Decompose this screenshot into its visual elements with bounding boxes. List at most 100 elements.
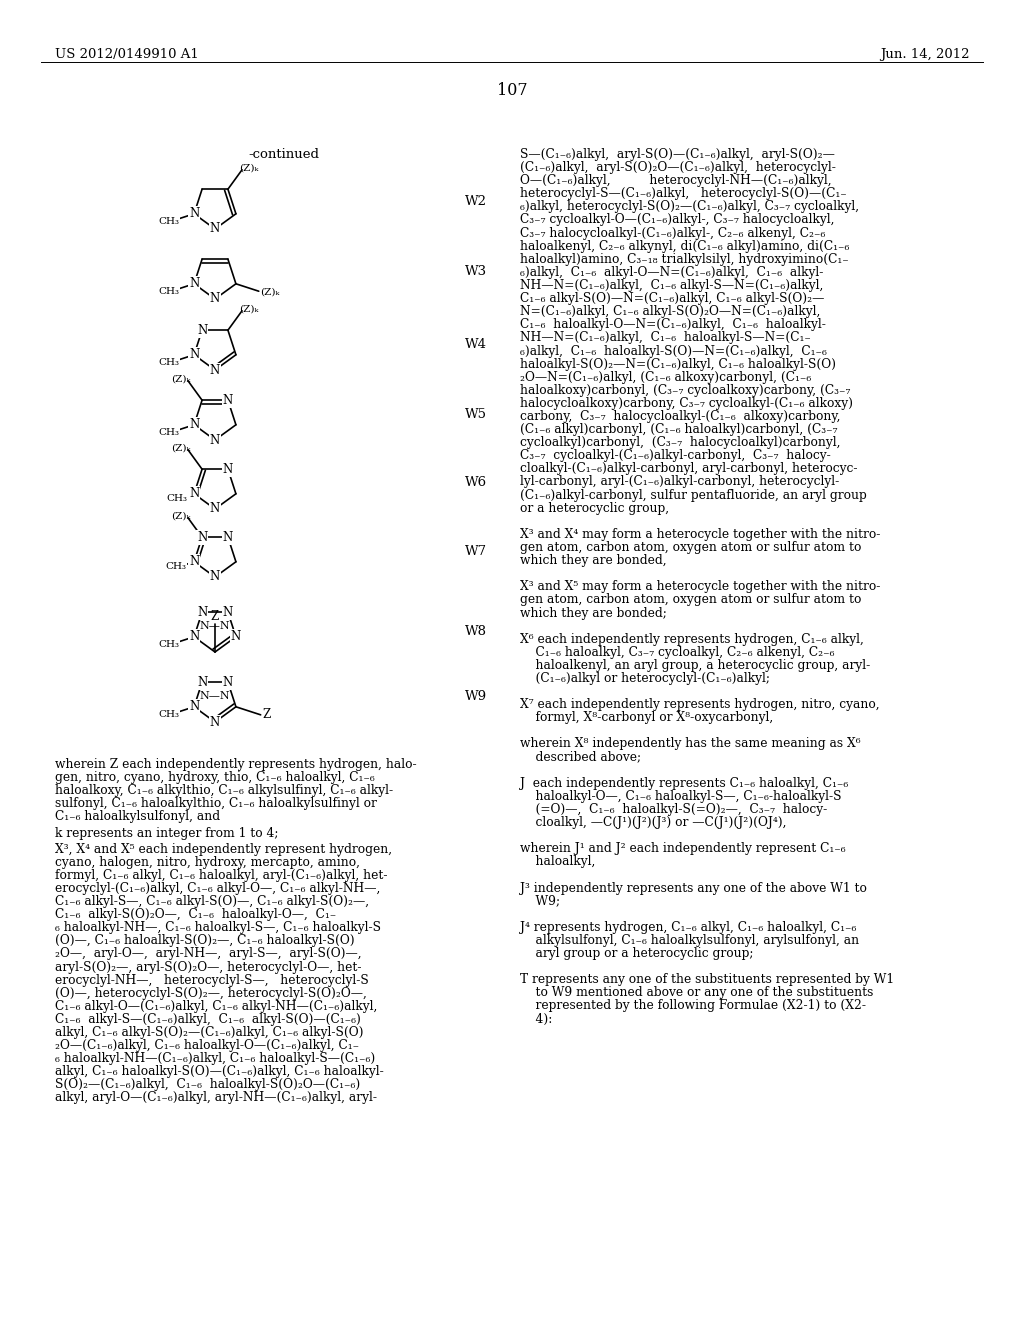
Text: haloalkenyl, C₂₋₆ alkynyl, di(C₁₋₆ alkyl)amino, di(C₁₋₆: haloalkenyl, C₂₋₆ alkynyl, di(C₁₋₆ alkyl…: [520, 240, 849, 252]
Text: (Z)ₖ: (Z)ₖ: [171, 375, 190, 384]
Text: Jun. 14, 2012: Jun. 14, 2012: [881, 48, 970, 61]
Text: W8: W8: [465, 624, 487, 638]
Text: C₃₋₇ halocycloalkyl-(C₁₋₆)alkyl-, C₂₋₆ alkenyl, C₂₋₆: C₃₋₇ halocycloalkyl-(C₁₋₆)alkyl-, C₂₋₆ a…: [520, 227, 825, 240]
Text: C₁₋₆ alkyl-O—(C₁₋₆)alkyl, C₁₋₆ alkyl-NH—(C₁₋₆)alkyl,: C₁₋₆ alkyl-O—(C₁₋₆)alkyl, C₁₋₆ alkyl-NH—…: [55, 999, 378, 1012]
Text: (C₁₋₆)alkyl,  aryl-S(O)₂O—(C₁₋₆)alkyl,  heterocyclyl-: (C₁₋₆)alkyl, aryl-S(O)₂O—(C₁₋₆)alkyl, he…: [520, 161, 836, 174]
Text: W9: W9: [465, 690, 487, 704]
Text: halocycloalkoxy)carbony, C₃₋₇ cycloalkyl-(C₁₋₆ alkoxy): halocycloalkoxy)carbony, C₃₋₇ cycloalkyl…: [520, 397, 853, 411]
Text: C₁₋₆ alkyl-S(O)—N=(C₁₋₆)alkyl, C₁₋₆ alkyl-S(O)₂—: C₁₋₆ alkyl-S(O)—N=(C₁₋₆)alkyl, C₁₋₆ alky…: [520, 292, 824, 305]
Text: ₆)alkyl,  C₁₋₆  haloalkyl-S(O)—N=(C₁₋₆)alkyl,  C₁₋₆: ₆)alkyl, C₁₋₆ haloalkyl-S(O)—N=(C₁₋₆)alk…: [520, 345, 826, 358]
Text: haloalkoxy)carbonyl, (C₃₋₇ cycloalkoxy)carbony, (C₃₋₇: haloalkoxy)carbonyl, (C₃₋₇ cycloalkoxy)c…: [520, 384, 850, 397]
Text: lyl-carbonyl, aryl-(C₁₋₆)alkyl-carbonyl, heterocyclyl-: lyl-carbonyl, aryl-(C₁₋₆)alkyl-carbonyl,…: [520, 475, 840, 488]
Text: C₁₋₆ haloalkyl, C₃₋₇ cycloalkyl, C₂₋₆ alkenyl, C₂₋₆: C₁₋₆ haloalkyl, C₃₋₇ cycloalkyl, C₂₋₆ al…: [520, 645, 835, 659]
Text: or a heterocyclic group,: or a heterocyclic group,: [520, 502, 669, 515]
Text: wherein Z each independently represents hydrogen, halo-: wherein Z each independently represents …: [55, 758, 417, 771]
Text: NH—N=(C₁₋₆)alkyl,  C₁₋₆  haloalkyl-S—N=(C₁₋: NH—N=(C₁₋₆)alkyl, C₁₋₆ haloalkyl-S—N=(C₁…: [520, 331, 811, 345]
Text: N—N: N—N: [200, 622, 230, 631]
Text: carbony,  C₃₋₇  halocycloalkyl-(C₁₋₆  alkoxy)carbony,: carbony, C₃₋₇ halocycloalkyl-(C₁₋₆ alkox…: [520, 411, 841, 422]
Text: C₃₋₇  cycloalkyl-(C₁₋₆)alkyl-carbonyl,  C₃₋₇  halocy-: C₃₋₇ cycloalkyl-(C₁₋₆)alkyl-carbonyl, C₃…: [520, 449, 830, 462]
Text: -continued: -continued: [248, 148, 319, 161]
Text: (=O)—,  C₁₋₆  haloalkyl-S(=O)₂—,  C₃₋₇  halocy-: (=O)—, C₁₋₆ haloalkyl-S(=O)₂—, C₃₋₇ halo…: [520, 803, 827, 816]
Text: (C₁₋₆ alkyl)carbonyl, (C₁₋₆ haloalkyl)carbonyl, (C₃₋₇: (C₁₋₆ alkyl)carbonyl, (C₁₋₆ haloalkyl)ca…: [520, 424, 838, 436]
Text: alkylsulfonyl, C₁₋₆ haloalkylsulfonyl, arylsulfonyl, an: alkylsulfonyl, C₁₋₆ haloalkylsulfonyl, a…: [520, 935, 859, 946]
Text: CH₃: CH₃: [159, 640, 180, 648]
Text: haloalkyl)amino, C₃₋₁₈ trialkylsilyl, hydroxyimino(C₁₋: haloalkyl)amino, C₃₋₁₈ trialkylsilyl, hy…: [520, 253, 849, 265]
Text: (C₁₋₆)alkyl-carbonyl, sulfur pentafluoride, an aryl group: (C₁₋₆)alkyl-carbonyl, sulfur pentafluori…: [520, 488, 866, 502]
Text: J  each independently represents C₁₋₆ haloalkyl, C₁₋₆: J each independently represents C₁₋₆ hal…: [520, 776, 848, 789]
Text: 4):: 4):: [520, 1012, 552, 1026]
Text: N: N: [189, 348, 200, 362]
Text: W6: W6: [465, 477, 487, 488]
Text: X³ and X⁴ may form a heterocycle together with the nitro-: X³ and X⁴ may form a heterocycle togethe…: [520, 528, 881, 541]
Text: 107: 107: [497, 82, 527, 99]
Text: erocyclyl-(C₁₋₆)alkyl, C₁₋₆ alkyl-O—, C₁₋₆ alkyl-NH—,: erocyclyl-(C₁₋₆)alkyl, C₁₋₆ alkyl-O—, C₁…: [55, 882, 380, 895]
Text: (Z)ₖ: (Z)ₖ: [171, 444, 190, 453]
Text: N—N: N—N: [200, 692, 230, 701]
Text: W7: W7: [465, 545, 487, 558]
Text: N: N: [189, 207, 200, 220]
Text: (O)—, C₁₋₆ haloalkyl-S(O)₂—, C₁₋₆ haloalkyl-S(O): (O)—, C₁₋₆ haloalkyl-S(O)₂—, C₁₋₆ haloal…: [55, 935, 354, 948]
Text: N: N: [223, 676, 233, 689]
Text: cloalkyl, —C(J¹)(J²)(J³) or —C(J¹)(J²)(OJ⁴),: cloalkyl, —C(J¹)(J²)(J³) or —C(J¹)(J²)(O…: [520, 816, 786, 829]
Text: haloalkyl-S(O)₂—N=(C₁₋₆)alkyl, C₁₋₆ haloalkyl-S(O): haloalkyl-S(O)₂—N=(C₁₋₆)alkyl, C₁₋₆ halo…: [520, 358, 836, 371]
Text: N: N: [230, 630, 241, 643]
Text: CH₃: CH₃: [159, 710, 180, 718]
Text: which they are bonded,: which they are bonded,: [520, 554, 667, 568]
Text: O—(C₁₋₆)alkyl,          heterocyclyl-NH—(C₁₋₆)alkyl,: O—(C₁₋₆)alkyl, heterocyclyl-NH—(C₁₋₆)alk…: [520, 174, 831, 187]
Text: (Z)ₖ: (Z)ₖ: [240, 305, 259, 314]
Text: aryl group or a heterocyclic group;: aryl group or a heterocyclic group;: [520, 948, 754, 960]
Text: ₆)alkyl,  C₁₋₆  alkyl-O—N=(C₁₋₆)alkyl,  C₁₋₆  alkyl-: ₆)alkyl, C₁₋₆ alkyl-O—N=(C₁₋₆)alkyl, C₁₋…: [520, 265, 823, 279]
Text: N: N: [189, 556, 200, 569]
Text: N: N: [210, 570, 220, 583]
Text: cyano, halogen, nitro, hydroxy, mercapto, amino,: cyano, halogen, nitro, hydroxy, mercapto…: [55, 855, 360, 869]
Text: described above;: described above;: [520, 751, 641, 763]
Text: alkyl, C₁₋₆ alkyl-S(O)₂—(C₁₋₆)alkyl, C₁₋₆ alkyl-S(O): alkyl, C₁₋₆ alkyl-S(O)₂—(C₁₋₆)alkyl, C₁₋…: [55, 1026, 364, 1039]
Text: formyl, C₁₋₆ alkyl, C₁₋₆ haloalkyl, aryl-(C₁₋₆)alkyl, het-: formyl, C₁₋₆ alkyl, C₁₋₆ haloalkyl, aryl…: [55, 869, 387, 882]
Text: J⁴ represents hydrogen, C₁₋₆ alkyl, C₁₋₆ haloalkyl, C₁₋₆: J⁴ represents hydrogen, C₁₋₆ alkyl, C₁₋₆…: [520, 921, 856, 935]
Text: wherein X⁸ independently has the same meaning as X⁶: wherein X⁸ independently has the same me…: [520, 738, 860, 751]
Text: N: N: [189, 277, 200, 290]
Text: ₂O—N=(C₁₋₆)alkyl, (C₁₋₆ alkoxy)carbonyl, (C₁₋₆: ₂O—N=(C₁₋₆)alkyl, (C₁₋₆ alkoxy)carbonyl,…: [520, 371, 811, 384]
Text: N: N: [210, 433, 220, 446]
Text: S(O)₂—(C₁₋₆)alkyl,  C₁₋₆  haloalkyl-S(O)₂O—(C₁₋₆): S(O)₂—(C₁₋₆)alkyl, C₁₋₆ haloalkyl-S(O)₂O…: [55, 1078, 360, 1092]
Text: which they are bonded;: which they are bonded;: [520, 606, 667, 619]
Text: to W9 mentioned above or any one of the substituents: to W9 mentioned above or any one of the …: [520, 986, 873, 999]
Text: gen atom, carbon atom, oxygen atom or sulfur atom to: gen atom, carbon atom, oxygen atom or su…: [520, 594, 861, 606]
Text: X³ and X⁵ may form a heterocycle together with the nitro-: X³ and X⁵ may form a heterocycle togethe…: [520, 581, 881, 593]
Text: alkyl, aryl-O—(C₁₋₆)alkyl, aryl-NH—(C₁₋₆)alkyl, aryl-: alkyl, aryl-O—(C₁₋₆)alkyl, aryl-NH—(C₁₋₆…: [55, 1092, 377, 1105]
Text: CH₃: CH₃: [166, 562, 186, 572]
Text: N: N: [197, 531, 207, 544]
Text: aryl-S(O)₂—, aryl-S(O)₂O—, heterocyclyl-O—, het-: aryl-S(O)₂—, aryl-S(O)₂O—, heterocyclyl-…: [55, 961, 361, 974]
Text: CH₃: CH₃: [159, 428, 180, 437]
Text: N: N: [189, 418, 200, 432]
Text: NH—N=(C₁₋₆)alkyl,  C₁₋₆ alkyl-S—N=(C₁₋₆)alkyl,: NH—N=(C₁₋₆)alkyl, C₁₋₆ alkyl-S—N=(C₁₋₆)a…: [520, 279, 823, 292]
Text: ₆ haloalkyl-NH—, C₁₋₆ haloalkyl-S—, C₁₋₆ haloalkyl-S: ₆ haloalkyl-NH—, C₁₋₆ haloalkyl-S—, C₁₋₆…: [55, 921, 381, 935]
Text: formyl, X⁸-carbonyl or X⁸-oxycarbonyl,: formyl, X⁸-carbonyl or X⁸-oxycarbonyl,: [520, 711, 773, 725]
Text: C₁₋₆  alkyl-S(O)₂O—,  C₁₋₆  haloalkyl-O—,  C₁₋: C₁₋₆ alkyl-S(O)₂O—, C₁₋₆ haloalkyl-O—, C…: [55, 908, 336, 921]
Text: N: N: [210, 715, 220, 729]
Text: cloalkyl-(C₁₋₆)alkyl-carbonyl, aryl-carbonyl, heterocyc-: cloalkyl-(C₁₋₆)alkyl-carbonyl, aryl-carb…: [520, 462, 857, 475]
Text: C₁₋₆  alkyl-S—(C₁₋₆)alkyl,  C₁₋₆  alkyl-S(O)—(C₁₋₆): C₁₋₆ alkyl-S—(C₁₋₆)alkyl, C₁₋₆ alkyl-S(O…: [55, 1012, 360, 1026]
Text: Z: Z: [262, 709, 270, 721]
Text: N: N: [210, 503, 220, 516]
Text: CH₃: CH₃: [167, 494, 187, 503]
Text: (Z)ₖ: (Z)ₖ: [171, 512, 190, 520]
Text: C₁₋₆  haloalkyl-O—N=(C₁₋₆)alkyl,  C₁₋₆  haloalkyl-: C₁₋₆ haloalkyl-O—N=(C₁₋₆)alkyl, C₁₋₆ hal…: [520, 318, 826, 331]
Text: ₂O—,  aryl-O—,  aryl-NH—,  aryl-S—,  aryl-S(O)—,: ₂O—, aryl-O—, aryl-NH—, aryl-S—, aryl-S(…: [55, 948, 361, 961]
Text: S—(C₁₋₆)alkyl,  aryl-S(O)—(C₁₋₆)alkyl,  aryl-S(O)₂—: S—(C₁₋₆)alkyl, aryl-S(O)—(C₁₋₆)alkyl, ar…: [520, 148, 835, 161]
Text: Z: Z: [211, 610, 219, 623]
Text: X⁷ each independently represents hydrogen, nitro, cyano,: X⁷ each independently represents hydroge…: [520, 698, 880, 711]
Text: sulfonyl, C₁₋₆ haloalkylthio, C₁₋₆ haloalkylsulfinyl or: sulfonyl, C₁₋₆ haloalkylthio, C₁₋₆ haloa…: [55, 797, 377, 810]
Text: N: N: [210, 363, 220, 376]
Text: W2: W2: [465, 195, 487, 209]
Text: haloalkyl-O—, C₁₋₆ haloalkyl-S—, C₁₋₆-haloalkyl-S: haloalkyl-O—, C₁₋₆ haloalkyl-S—, C₁₋₆-ha…: [520, 789, 842, 803]
Text: ₂O—(C₁₋₆)alkyl, C₁₋₆ haloalkyl-O—(C₁₋₆)alkyl, C₁₋: ₂O—(C₁₋₆)alkyl, C₁₋₆ haloalkyl-O—(C₁₋₆)a…: [55, 1039, 359, 1052]
Text: N: N: [210, 223, 220, 235]
Text: alkyl, C₁₋₆ haloalkyl-S(O)—(C₁₋₆)alkyl, C₁₋₆ haloalkyl-: alkyl, C₁₋₆ haloalkyl-S(O)—(C₁₋₆)alkyl, …: [55, 1065, 384, 1078]
Text: gen atom, carbon atom, oxygen atom or sulfur atom to: gen atom, carbon atom, oxygen atom or su…: [520, 541, 861, 554]
Text: N: N: [223, 393, 233, 407]
Text: erocyclyl-NH—,   heterocyclyl-S—,   heterocyclyl-S: erocyclyl-NH—, heterocyclyl-S—, heterocy…: [55, 974, 369, 986]
Text: haloalkyl,: haloalkyl,: [520, 855, 595, 869]
Text: N: N: [189, 630, 200, 643]
Text: heterocyclyl-S—(C₁₋₆)alkyl,   heterocyclyl-S(O)—(C₁₋: heterocyclyl-S—(C₁₋₆)alkyl, heterocyclyl…: [520, 187, 847, 201]
